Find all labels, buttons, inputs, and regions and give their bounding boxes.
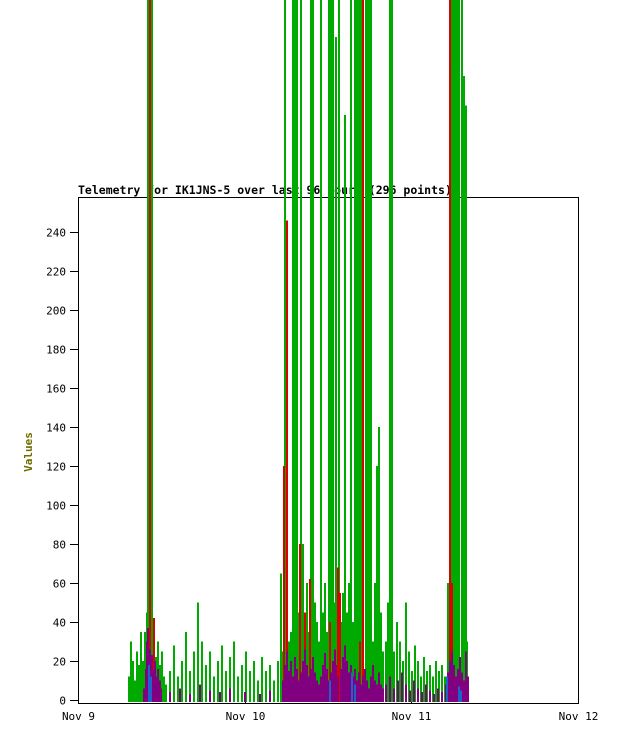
y-tick-label: 80 [53,539,66,552]
y-tick-label: 160 [46,383,66,396]
y-tick-label: 120 [46,461,66,474]
y-tick-label: 0 [59,695,66,708]
x-tick-label-nov9: Nov 9 [62,710,95,723]
x-tick-label-nov12: Nov 12 [559,710,599,723]
x-tick-labels: Nov 9 Nov 10 Nov 11 Nov 12 [62,710,598,723]
series-channel-blue [148,664,462,702]
y-tick-label: 60 [53,578,66,591]
y-axis-label: Values [22,432,35,472]
x-tick-label-nov10: Nov 10 [226,710,266,723]
chart-series [128,0,469,702]
y-tick-label: 240 [46,227,66,240]
y-tick-label: 100 [46,500,66,513]
y-tick-label: 20 [53,656,66,669]
y-tick-label: 180 [46,344,66,357]
y-tick-labels: 0 20 40 60 80 100 120 140 160 180 200 220 240 [46,227,66,708]
chart-title: Telemetry for IK1JNS-5 over last 96 hour… [78,183,452,197]
series-channel-green [128,0,468,702]
x-tick-label-nov11: Nov 11 [392,710,432,723]
y-tick-label: 200 [46,305,66,318]
y-tick-label: 140 [46,422,66,435]
y-tick-label: 40 [53,617,66,630]
y-tick-label: 220 [46,266,66,279]
